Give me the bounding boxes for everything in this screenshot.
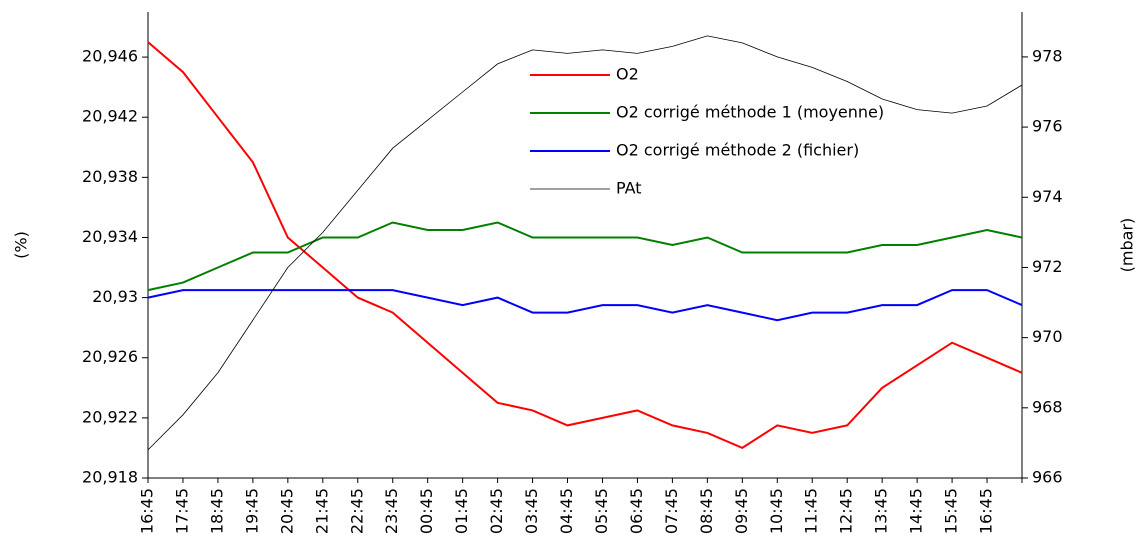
x-tick-label: 23:45 — [382, 488, 401, 534]
x-tick-label: 07:45 — [662, 488, 681, 534]
y-tick-label: 20,946 — [82, 47, 138, 66]
x-tick-label: 21:45 — [312, 488, 331, 534]
y2-tick-label: 976 — [1032, 117, 1063, 136]
x-tick-label: 09:45 — [732, 488, 751, 534]
x-tick-label: 00:45 — [417, 488, 436, 534]
x-tick-label: 15:45 — [942, 488, 961, 534]
x-tick-label: 10:45 — [767, 488, 786, 534]
x-tick-label: 14:45 — [907, 488, 926, 534]
x-tick-label: 13:45 — [872, 488, 891, 534]
x-tick-label: 03:45 — [522, 488, 541, 534]
x-tick-label: 11:45 — [802, 488, 821, 534]
x-tick-label: 22:45 — [347, 488, 366, 534]
x-tick-label: 20:45 — [277, 488, 296, 534]
series-line — [147, 35, 1023, 451]
y2-tick-label: 966 — [1032, 468, 1063, 487]
y-axis-title: (%) — [12, 231, 31, 259]
x-tick-label: 19:45 — [242, 488, 261, 534]
series-line — [147, 289, 1023, 322]
y2-tick-label: 978 — [1032, 46, 1063, 65]
y2-axis-title: (mbar) — [1118, 218, 1137, 273]
y2-tick-label: 972 — [1032, 257, 1063, 276]
y-tick-label: 20,93 — [92, 287, 138, 306]
y2-tick-label: 974 — [1032, 187, 1063, 206]
y2-tick-label: 968 — [1032, 397, 1063, 416]
legend-label: PAt — [616, 179, 642, 198]
x-tick-label: 05:45 — [592, 488, 611, 534]
y-tick-label: 20,922 — [82, 407, 138, 426]
x-tick-label: 16:45 — [138, 488, 157, 534]
y-tick-label: 20,918 — [82, 468, 138, 487]
legend-label: O2 — [616, 65, 639, 84]
y-tick-label: 20,934 — [82, 227, 138, 246]
y2-tick-label: 970 — [1032, 327, 1063, 346]
x-tick-label: 18:45 — [207, 488, 226, 534]
x-tick-label: 06:45 — [627, 488, 646, 534]
y-tick-label: 20,942 — [82, 107, 138, 126]
series-line — [147, 221, 1023, 292]
x-tick-label: 08:45 — [697, 488, 716, 534]
y-tick-label: 20,938 — [82, 167, 138, 186]
series-line — [147, 41, 1023, 450]
y-tick-label: 20,926 — [82, 347, 138, 366]
x-tick-label: 02:45 — [487, 488, 506, 534]
legend-label: O2 corrigé méthode 2 (fichier) — [616, 141, 859, 160]
legend-label: O2 corrigé méthode 1 (moyenne) — [616, 103, 884, 122]
x-tick-label: 17:45 — [172, 488, 191, 534]
x-tick-label: 12:45 — [837, 488, 856, 534]
x-tick-label: 16:45 — [977, 488, 996, 534]
x-tick-label: 01:45 — [452, 488, 471, 534]
x-tick-label: 04:45 — [557, 488, 576, 534]
